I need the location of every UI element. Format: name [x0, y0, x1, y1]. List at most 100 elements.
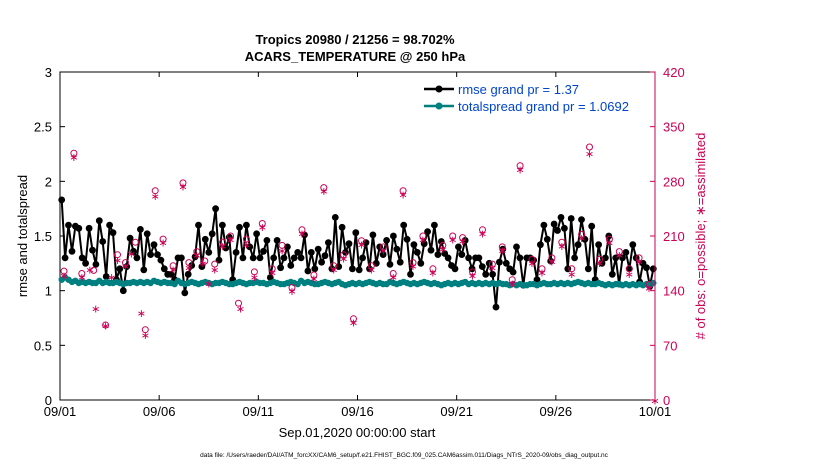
obs-possible-marker: [635, 254, 643, 262]
rmse-point: [455, 243, 462, 251]
rmse-point: [82, 259, 89, 267]
rmse-point: [465, 254, 472, 262]
obs-possible-marker: [469, 268, 476, 276]
rmse-point: [379, 251, 387, 258]
rmse-point: [325, 239, 332, 247]
rmse-point: [571, 254, 578, 262]
legend-rmse-marker: [435, 85, 443, 93]
rmse-point: [369, 231, 377, 239]
rmse-point: [352, 229, 360, 237]
rmse-point: [89, 246, 96, 254]
obs-possible-marker: [488, 260, 496, 268]
rmse-point: [116, 265, 124, 273]
obs-assimilated-marker: ∗: [297, 228, 306, 240]
rmse-point: [626, 265, 633, 273]
rmse-point: [311, 265, 319, 273]
obs-possible-marker: [399, 187, 407, 195]
rmse-point: [307, 249, 315, 256]
rmse-point: [290, 254, 298, 262]
obs-possible-marker: [558, 238, 566, 246]
rmse-point: [383, 237, 390, 244]
data-file-footer: data file: /Users/raeder/DAI/ATM_forcXX/…: [200, 452, 609, 459]
obs-assimilated-marker: ∗: [250, 272, 259, 284]
y-tick-label: 1: [45, 284, 52, 299]
rmse-point: [256, 254, 264, 262]
rmse-point: [95, 217, 103, 225]
rmse-point: [420, 240, 428, 248]
rmse-point: [109, 229, 117, 237]
obs-possible-marker: [320, 184, 328, 192]
obs-assimilated-marker: ∗: [595, 258, 604, 270]
obs-possible-marker: [122, 259, 129, 267]
rmse-point: [294, 249, 302, 256]
obs-assimilated-marker: ∗: [158, 238, 167, 250]
obs-layer: ∗ ∗ ∗ ∗ ∗ ∗ ∗ ∗ ∗ ∗ ∗ ∗ ∗ ∗ ∗ ∗ ∗ ∗ ∗ ∗ ∗ ∗ ∗ ∗ ∗ ∗ ∗ ∗ ∗ ∗ ∗ ∗ ∗ ∗ ∗ ∗ ∗ ∗ ∗ ∗…: [59, 143, 660, 408]
obs-assimilated-marker: ∗: [141, 330, 150, 342]
legend-box: [419, 78, 652, 118]
obs-assimilated-marker: ∗: [478, 228, 487, 240]
rmse-point: [496, 258, 503, 266]
obs-assimilated-marker: ∗: [319, 186, 328, 198]
x-tick-label: 09/11: [243, 404, 275, 419]
rmse-point: [567, 215, 575, 222]
plot-area: ∗ ∗ ∗ ∗ ∗ ∗ ∗ ∗ ∗ ∗ ∗ ∗ ∗ ∗ ∗ ∗ ∗ ∗ ∗ ∗ ∗ ∗ ∗ ∗ ∗ ∗ ∗ ∗ ∗ ∗ ∗ ∗ ∗ ∗ ∗ ∗ ∗ ∗ ∗ ∗…: [34, 65, 685, 419]
y2-tick-label: 350: [663, 120, 685, 135]
rmse-point: [157, 256, 165, 264]
y2-tick-label: 0: [663, 393, 670, 408]
obs-assimilated-marker: ∗: [577, 233, 586, 245]
obs-possible-marker: [114, 251, 121, 259]
rmse-point: [578, 216, 585, 224]
rmse-point: [331, 214, 339, 221]
rmse-point: [513, 243, 520, 251]
rmse-point: [516, 254, 524, 262]
obs-possible-marker: [389, 270, 397, 277]
obs-possible-marker: [498, 243, 506, 251]
rmse-point: [167, 270, 175, 278]
obs-assimilated-marker: ∗: [547, 257, 556, 269]
obs-possible-marker: [340, 251, 348, 259]
obs-possible-marker: [586, 143, 593, 151]
obs-possible-marker: [625, 265, 633, 273]
obs-possible-marker: [70, 149, 78, 157]
obs-assimilated-marker: ∗: [127, 249, 136, 261]
obs-possible-marker: [367, 262, 375, 270]
rmse-point: [239, 254, 247, 262]
rmse-point: [550, 220, 558, 228]
obs-assimilated-marker: ∗: [59, 271, 68, 283]
rmse-point: [65, 221, 72, 229]
rmse-point: [444, 254, 452, 262]
obs-assimilated-marker: ∗: [488, 263, 497, 275]
rmse-point: [595, 241, 602, 249]
obs-assimilated-marker: ∗: [329, 264, 338, 276]
obs-assimilated-marker: ∗: [605, 238, 614, 250]
y-tick-label: 0.5: [34, 338, 52, 353]
rmse-point: [403, 235, 411, 243]
obs-assimilated-marker: ∗: [184, 263, 193, 275]
rmse-point: [338, 223, 346, 231]
x-tick-label: 09/16: [341, 404, 374, 419]
rmse-point: [386, 261, 394, 268]
rmse-point: [297, 254, 305, 262]
obs-assimilated-marker: ∗: [448, 235, 457, 247]
obs-possible-marker: [429, 265, 437, 273]
obs-assimilated-marker: ∗: [585, 149, 594, 161]
rmse-point: [92, 261, 100, 268]
rmse-point: [359, 254, 366, 262]
rmse-point: [622, 249, 630, 256]
y-axis-label: rmse and totalspread: [15, 175, 30, 297]
obs-possible-marker: [258, 220, 266, 227]
rmse-point: [554, 227, 561, 234]
y2-axis-label: # of obs: o=possible; ∗=assimilated: [693, 133, 708, 340]
obs-possible-marker: [538, 265, 546, 273]
obs-possible-marker: [568, 265, 576, 273]
rmse-point: [431, 221, 438, 229]
rmse-point: [584, 265, 592, 273]
rmse-point: [85, 224, 93, 232]
obs-assimilated-marker: ∗: [398, 189, 407, 201]
rmse-point: [540, 221, 548, 229]
obs-possible-marker: [330, 262, 338, 270]
rmse-point: [188, 262, 196, 269]
obs-possible-marker: [78, 270, 86, 277]
obs-possible-marker: [211, 260, 219, 268]
